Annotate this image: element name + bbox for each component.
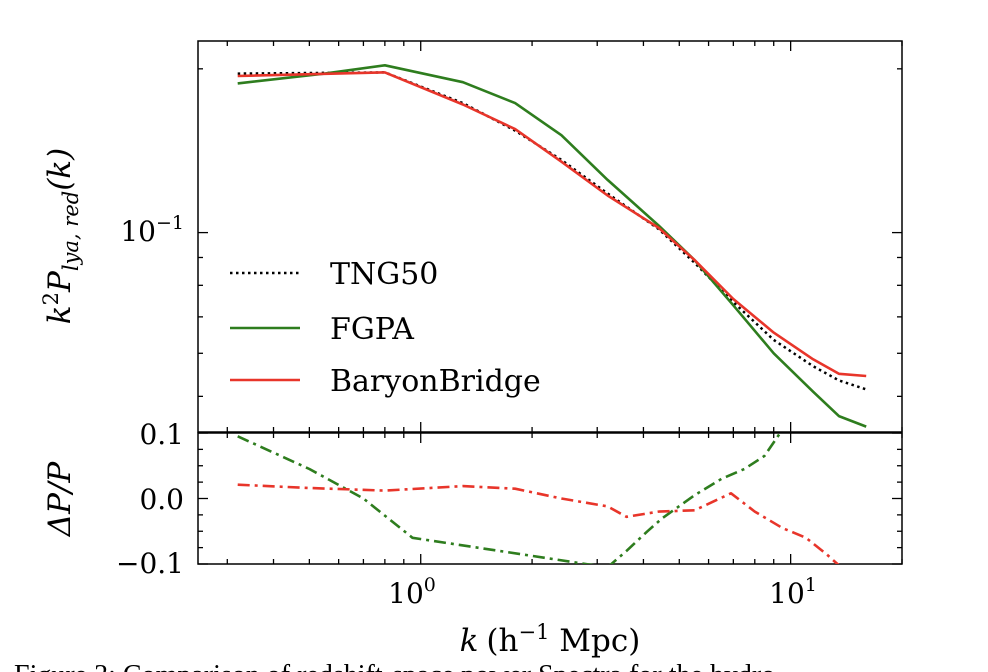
legend-label-fgpa: FGPA bbox=[330, 312, 414, 347]
top-panel-ticks bbox=[198, 41, 903, 432]
top-ytick-base: 10 bbox=[120, 215, 156, 248]
xtick-0-base: 10 bbox=[388, 577, 424, 610]
series-baryonbridge-top bbox=[237, 71, 867, 378]
bottom-panel-series bbox=[237, 433, 840, 564]
top-panel-frame bbox=[197, 40, 903, 433]
ylabel-sub: lya, red bbox=[59, 191, 83, 271]
bottom-ylabel: ΔP/P bbox=[42, 461, 78, 538]
figure-caption: Figure 3: Comparison of redshift-space p… bbox=[14, 660, 775, 672]
top-panel-series bbox=[237, 64, 867, 428]
legend-label-tng50: TNG50 bbox=[330, 257, 438, 292]
top-ylabel: k2Plya, red(k) bbox=[39, 148, 83, 324]
top-panel: 10−1 k2Plya, red(k) TNG50 FGPA BaryonBri… bbox=[39, 40, 903, 433]
legend: TNG50 FGPA BaryonBridge bbox=[230, 257, 541, 399]
xlabel-k: k bbox=[460, 623, 479, 659]
ylabel-k: k bbox=[42, 305, 78, 324]
xtick-1-base: 10 bbox=[769, 577, 805, 610]
top-ytick-exp: −1 bbox=[156, 212, 184, 234]
legend-label-baryonbridge: BaryonBridge bbox=[330, 364, 541, 399]
series-fgpa-top bbox=[237, 64, 867, 428]
xlabel-unit-sup: −1 bbox=[518, 620, 549, 644]
bottom-ytick-label-bottom: −0.1 bbox=[116, 547, 184, 580]
xtick-label-10-1: 101 bbox=[769, 574, 817, 610]
bottom-ytick-label-mid: 0.0 bbox=[139, 483, 184, 516]
ylabel-p: P bbox=[42, 270, 78, 293]
series-fgpa-ratio bbox=[237, 433, 782, 564]
xtick-1-exp: 1 bbox=[805, 574, 817, 596]
bottom-panel: 0.1 0.0 −0.1 ΔP/P 100 101 k (h−1 Mpc) bbox=[42, 418, 903, 659]
xtick-0-exp: 0 bbox=[424, 574, 436, 596]
ylabel-sup: 2 bbox=[39, 292, 63, 305]
bottom-panel-ticks bbox=[198, 432, 903, 565]
xlabel-unit-close: Mpc) bbox=[549, 623, 640, 659]
series-baryonbridge-ratio bbox=[237, 483, 840, 564]
ylabel-tail: (k) bbox=[42, 148, 78, 191]
bottom-ytick-label-top: 0.1 bbox=[139, 418, 184, 451]
top-ytick-label: 10−1 bbox=[120, 212, 184, 248]
xlabel-unit-open: (h bbox=[486, 623, 518, 659]
bottom-panel-frame bbox=[197, 432, 903, 565]
xlabel: k (h−1 Mpc) bbox=[460, 620, 641, 659]
xtick-label-10-0: 100 bbox=[388, 574, 436, 610]
